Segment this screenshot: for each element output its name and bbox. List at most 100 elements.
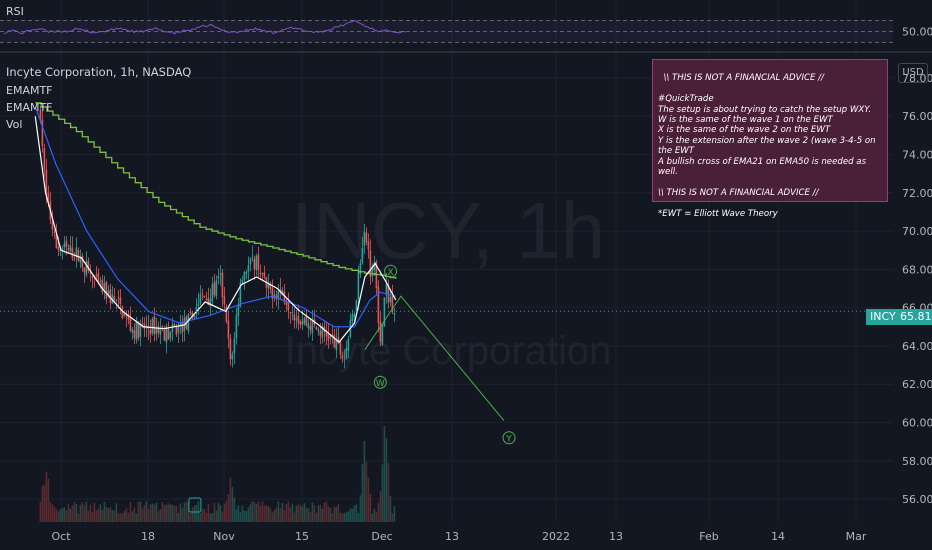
volume-bar <box>213 502 216 522</box>
candle-body <box>41 119 44 147</box>
volume-bar <box>95 510 98 522</box>
volume-bar <box>125 508 128 522</box>
volume-bar <box>103 502 106 522</box>
candle-body <box>231 354 234 360</box>
candle-body <box>219 273 222 275</box>
volume-bar <box>343 512 346 522</box>
candle-body <box>119 297 122 305</box>
volume-bar <box>375 512 378 522</box>
volume-bar <box>193 505 196 522</box>
candle-body <box>181 321 184 333</box>
trade-idea-note[interactable]: \\ THIS IS NOT A FINANCIAL ADVICE // #Qu… <box>652 59 888 219</box>
volume-bar <box>281 503 284 522</box>
volume-bar <box>367 477 370 522</box>
volume-bar <box>253 502 256 522</box>
volume-bar <box>283 510 286 522</box>
volume-bar <box>287 501 290 522</box>
candle-body <box>197 303 200 307</box>
volume-bar <box>231 486 234 522</box>
symbol-legend[interactable]: Incyte Corporation, 1h, NASDAQ <box>6 65 191 79</box>
candle-body <box>283 291 286 303</box>
candle-body <box>217 276 220 279</box>
volume-bar <box>173 505 176 522</box>
volume-bar <box>39 501 42 522</box>
volume-bar <box>271 512 274 522</box>
volume-bar <box>139 501 142 522</box>
candle-body <box>61 248 64 250</box>
candle-body <box>365 232 368 242</box>
volume-bar <box>123 511 126 522</box>
candle-body <box>235 314 238 339</box>
volume-bar <box>215 510 218 522</box>
volume-bar <box>41 485 44 522</box>
candle-body <box>107 290 110 296</box>
candle-body <box>149 329 152 335</box>
candle-body <box>163 330 166 341</box>
currency-button[interactable]: USD <box>898 63 928 83</box>
candle-body <box>173 323 176 327</box>
volume-bars <box>39 425 396 522</box>
volume-bar <box>109 507 112 522</box>
volume-bar <box>235 509 238 522</box>
last-price-value: 65.81 <box>900 310 932 323</box>
volume-bar <box>313 505 316 522</box>
candle-body <box>339 342 342 355</box>
volume-bar <box>93 502 96 522</box>
candle-body <box>355 300 358 312</box>
moving-averages <box>0 102 893 343</box>
volume-bar <box>285 504 288 522</box>
indicator-legend-ema-1[interactable]: EMAMTF <box>6 84 53 97</box>
rsi-legend[interactable]: RSI <box>6 5 24 18</box>
candle-body <box>211 284 214 301</box>
volume-bar <box>97 508 100 522</box>
candle-body <box>73 258 76 260</box>
candle-body <box>237 305 240 316</box>
candle-body <box>105 282 108 299</box>
watermark-company: Incyte Corporation <box>285 329 612 373</box>
volume-bar <box>187 501 190 522</box>
candle-body <box>133 330 136 338</box>
volume-bar <box>243 510 246 522</box>
x-tick-label: 15 <box>295 530 309 543</box>
candle-body <box>335 339 338 351</box>
candle-body <box>167 328 170 340</box>
volume-bar <box>57 511 60 522</box>
indicator-vol-label: Vol <box>6 118 23 131</box>
note-text: \\ THIS IS NOT A FINANCIAL ADVICE // #Qu… <box>658 73 876 219</box>
volume-bar <box>73 501 76 522</box>
y-tick-label: 56.00 <box>902 493 932 506</box>
volume-bar <box>275 507 278 522</box>
rsi-band <box>0 20 893 43</box>
candle-body <box>345 347 348 359</box>
indicator-legend-vol[interactable]: Vol <box>6 118 22 131</box>
elliott-wave-drawing[interactable]: W X Y <box>364 264 516 445</box>
volume-bar <box>89 504 92 522</box>
volume-bar <box>339 512 342 522</box>
candle-body <box>77 250 80 261</box>
volume-bar <box>211 513 214 522</box>
indicator-legend-ema-2[interactable]: EMAMTF <box>6 101 53 114</box>
volume-bar <box>227 494 230 522</box>
volume-bar <box>177 512 180 522</box>
volume-bar <box>107 507 110 522</box>
volume-bar <box>371 513 374 522</box>
volume-bar <box>259 505 262 522</box>
volume-bar <box>191 507 194 522</box>
candle-body <box>367 241 370 250</box>
rsi-line <box>3 19 406 35</box>
candle-body <box>227 320 230 339</box>
watermark-ticker: INCY, 1h <box>291 186 605 275</box>
volume-bar <box>311 502 314 522</box>
ema-mid-line <box>34 106 396 328</box>
volume-bar <box>59 509 62 522</box>
volume-bar <box>65 510 68 522</box>
candle-body <box>127 314 130 320</box>
x-tick-label: Feb <box>699 530 718 543</box>
candle-body <box>141 323 144 325</box>
volume-bar <box>255 503 258 522</box>
volume-bar <box>149 504 152 522</box>
volume-bar <box>53 507 56 522</box>
candle-body <box>97 273 100 283</box>
volume-bar <box>317 505 320 522</box>
candle-body <box>209 299 212 306</box>
